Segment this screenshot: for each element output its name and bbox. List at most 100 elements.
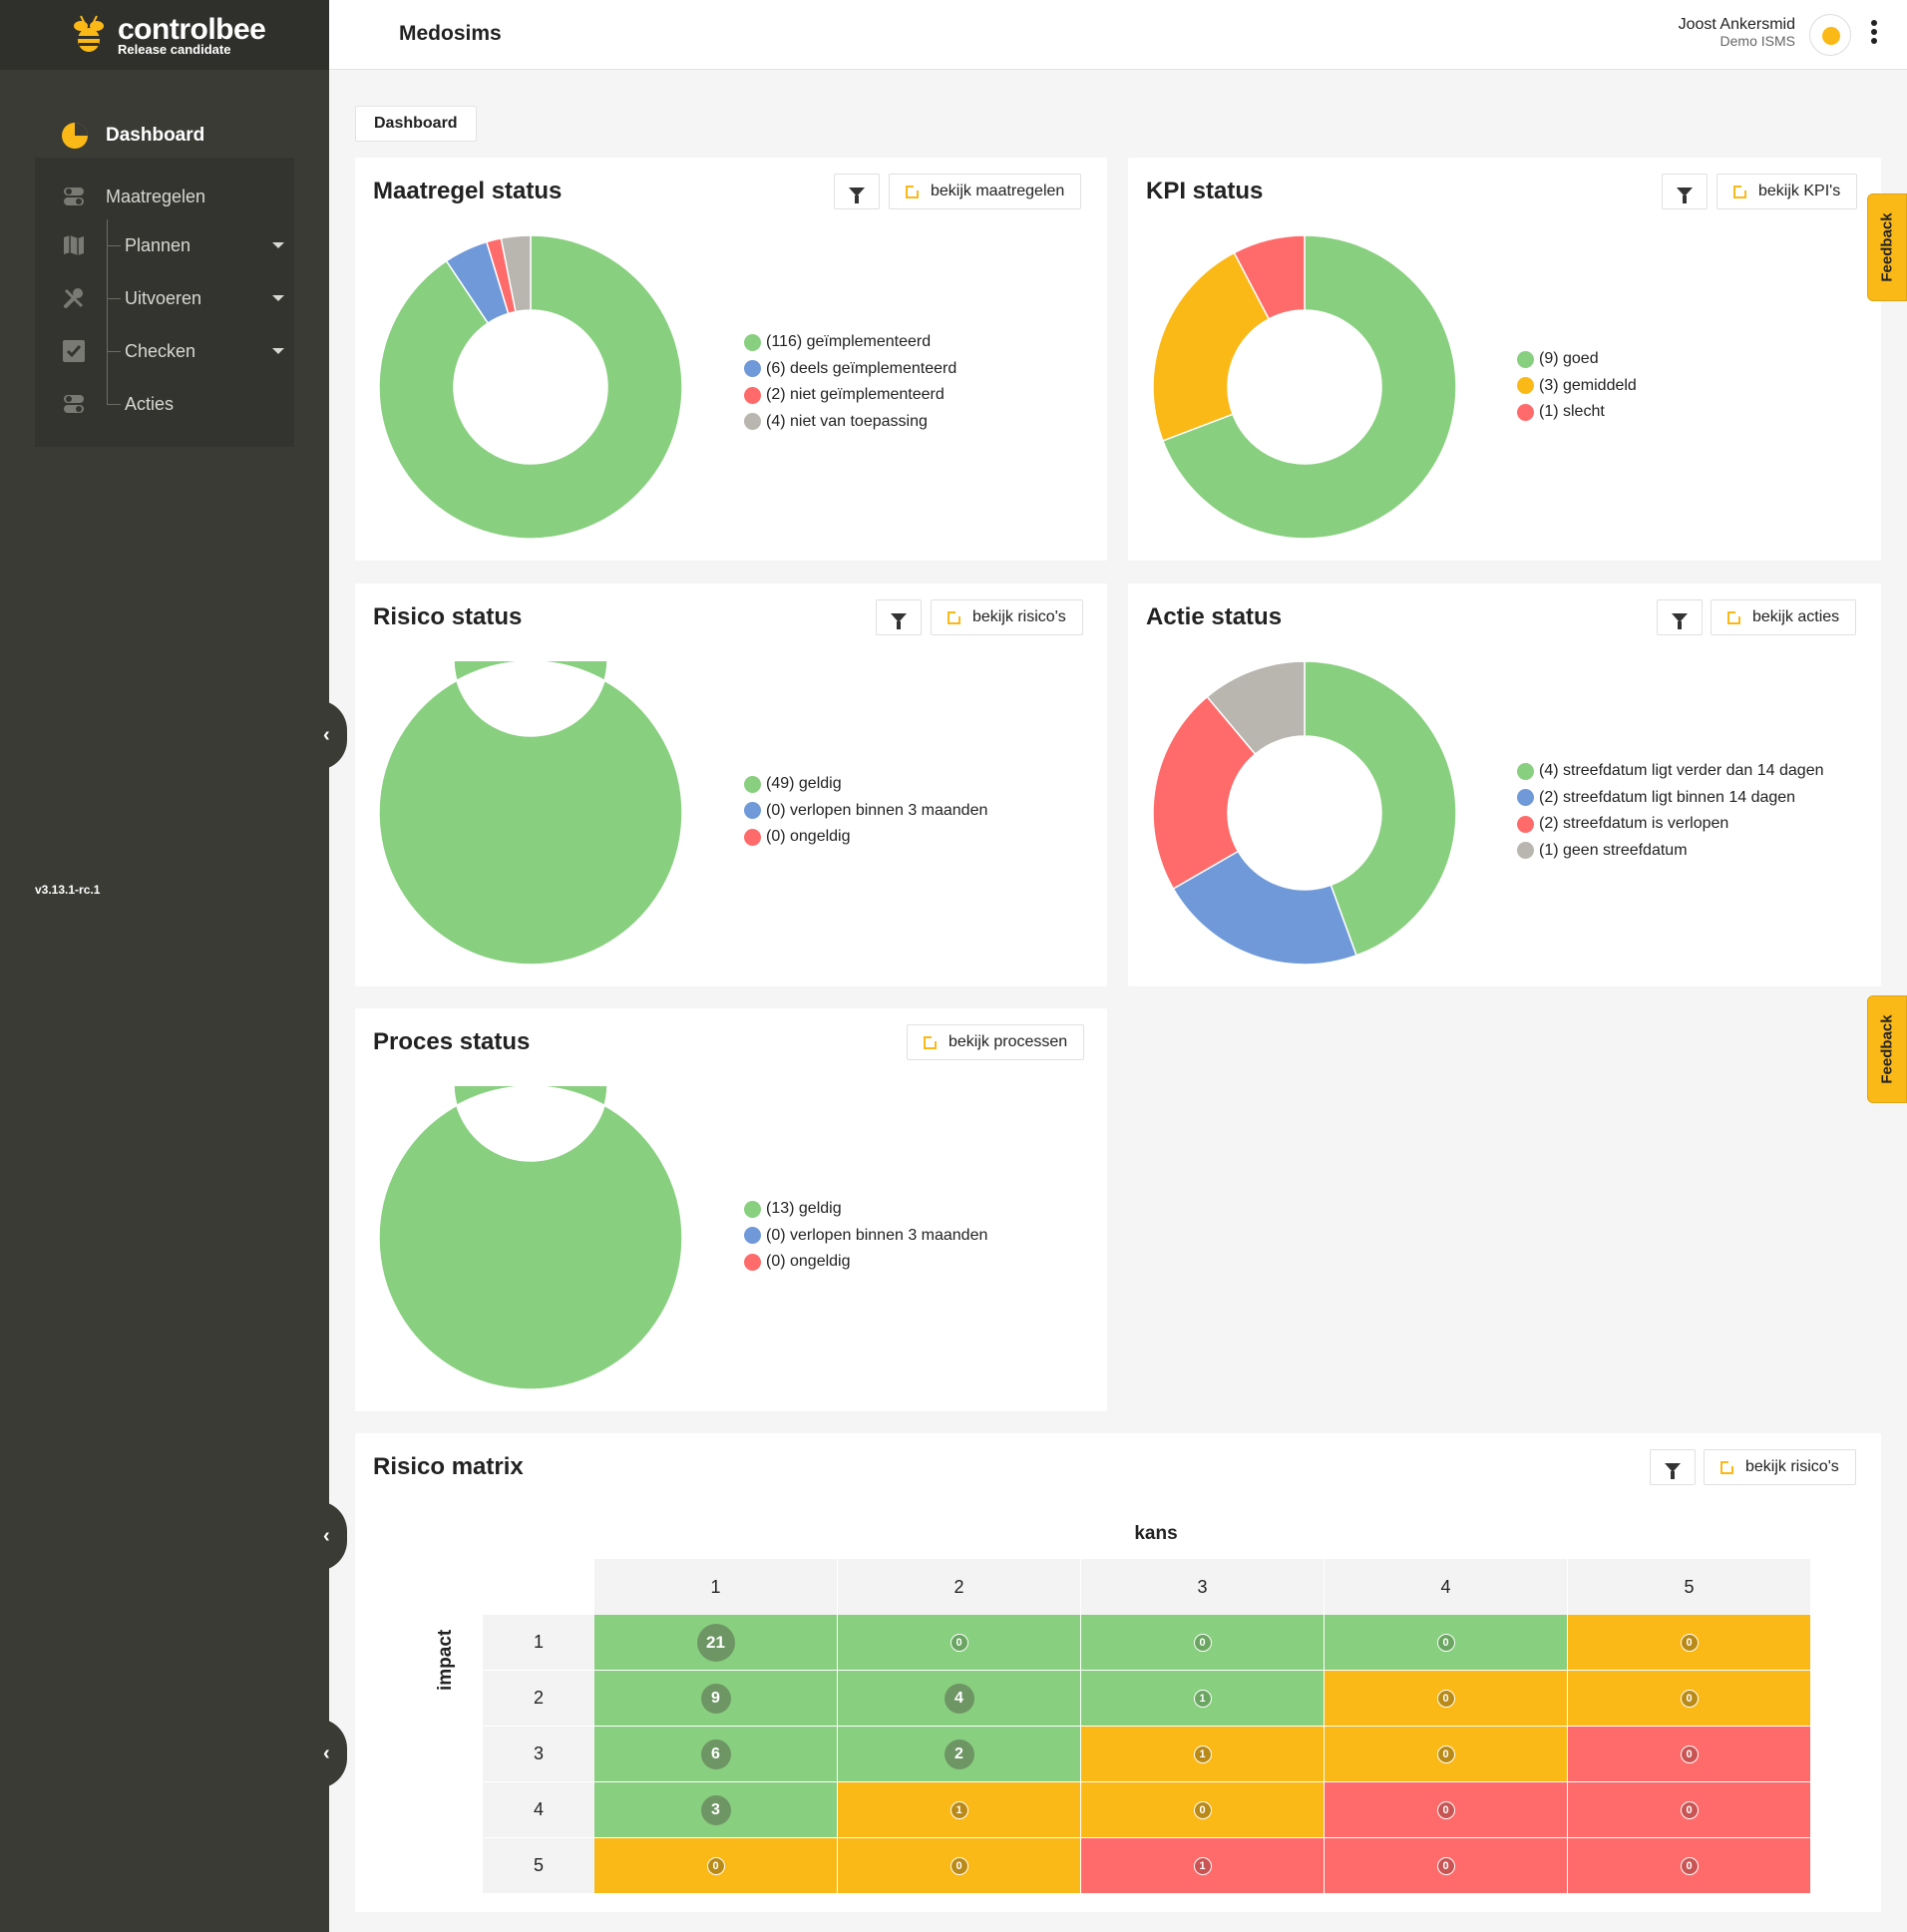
matrix-count-badge[interactable]: 0 [1436,1744,1455,1763]
matrix-count-badge[interactable]: 0 [1436,1800,1455,1819]
donut-slice-geldig[interactable] [379,1086,682,1389]
matrix-cell[interactable]: 9 [594,1671,838,1727]
legend-item[interactable]: (6) deels geïmplementeerd [744,356,956,383]
donut-slice-slecht[interactable] [1233,235,1306,320]
matrix-cell[interactable]: 3 [594,1782,838,1838]
view-maatregelen-button[interactable]: bekijk maatregelen [889,174,1082,209]
legend-item[interactable]: (4) niet van toepassing [744,409,956,436]
matrix-count-badge[interactable]: 0 [706,1856,725,1875]
matrix-cell[interactable]: 0 [1081,1615,1325,1671]
matrix-cell[interactable]: 1 [1081,1727,1325,1782]
filter-button[interactable] [1650,1449,1696,1485]
donut-slice-geldig[interactable] [379,661,682,965]
feedback-tab[interactable]: Feedback [1867,995,1907,1103]
matrix-count-badge[interactable]: 0 [1436,1633,1455,1652]
legend-item[interactable]: (4) streefdatum ligt verder dan 14 dagen [1517,758,1824,785]
matrix-cell[interactable]: 2 [838,1727,1081,1782]
breadcrumb[interactable]: Dashboard [355,106,477,142]
matrix-count-badge[interactable]: 0 [1193,1633,1212,1652]
matrix-cell[interactable]: 0 [1325,1782,1568,1838]
view-processen-button[interactable]: bekijk processen [907,1024,1085,1060]
brand-logo[interactable]: controlbee Release candidate [0,0,329,70]
legend-item[interactable]: (3) gemiddeld [1517,373,1637,400]
view-risicos-button[interactable]: bekijk risico's [931,599,1083,635]
user-info[interactable]: Joost Ankersmid Demo ISMS [1679,16,1795,49]
legend-item[interactable]: (2) niet geïmplementeerd [744,382,956,409]
matrix-cell[interactable]: 0 [1325,1838,1568,1894]
legend-item[interactable]: (49) geldig [744,771,987,798]
donut-slice-streefdatum-ligt-binnen-14-dagen[interactable] [1172,850,1357,966]
donut-slice-streefdatum-ligt-verder-dan-14-dagen[interactable] [1304,661,1456,957]
filter-button[interactable] [1662,174,1708,209]
matrix-count-badge[interactable]: 0 [1680,1633,1699,1652]
view-risicos-button[interactable]: bekijk risico's [1704,1449,1856,1485]
matrix-cell[interactable]: 0 [1568,1671,1811,1727]
legend-item[interactable]: (116) geïmplementeerd [744,329,956,356]
matrix-count-badge[interactable]: 1 [1193,1856,1212,1875]
sidebar-item-checken[interactable]: Checken [35,329,294,373]
legend-item[interactable]: (0) verlopen binnen 3 maanden [744,1223,987,1250]
filter-button[interactable] [834,174,880,209]
donut-slice-niet-van-toepassing[interactable] [500,235,532,313]
matrix-cell[interactable]: 6 [594,1727,838,1782]
legend-item[interactable]: (1) geen streefdatum [1517,838,1824,865]
matrix-cell[interactable]: 4 [838,1671,1081,1727]
matrix-count-badge[interactable]: 21 [696,1623,735,1662]
donut-slice-streefdatum-is-verlopen[interactable] [1153,695,1257,891]
legend-item[interactable]: (9) goed [1517,346,1637,373]
legend-item[interactable]: (13) geldig [744,1196,987,1223]
sidebar-item-uitvoeren[interactable]: Uitvoeren [35,276,294,320]
donut-slice-geen-streefdatum[interactable] [1206,661,1306,756]
matrix-count-badge[interactable]: 0 [1680,1689,1699,1708]
sidebar-item-maatregelen[interactable]: Maatregelen [35,175,294,218]
matrix-cell[interactable]: 0 [1568,1727,1811,1782]
matrix-cell[interactable]: 0 [1568,1838,1811,1894]
matrix-count-badge[interactable]: 1 [950,1800,968,1819]
matrix-count-badge[interactable]: 0 [1680,1856,1699,1875]
donut-slice-gemiddeld[interactable] [1153,251,1271,442]
matrix-count-badge[interactable]: 1 [1193,1744,1212,1763]
matrix-cell[interactable]: 0 [594,1838,838,1894]
matrix-count-badge[interactable]: 3 [700,1794,731,1825]
view-kpis-button[interactable]: bekijk KPI's [1716,174,1858,209]
matrix-cell[interactable]: 0 [838,1838,1081,1894]
matrix-count-badge[interactable]: 1 [1193,1689,1212,1708]
legend-item[interactable]: (1) slecht [1517,399,1637,426]
matrix-cell[interactable]: 1 [1081,1838,1325,1894]
matrix-cell[interactable]: 0 [1081,1782,1325,1838]
matrix-cell[interactable]: 0 [838,1615,1081,1671]
matrix-count-badge[interactable]: 0 [1193,1800,1212,1819]
matrix-cell[interactable]: 0 [1325,1671,1568,1727]
legend-item[interactable]: (0) ongeldig [744,824,987,851]
matrix-count-badge[interactable]: 0 [1680,1800,1699,1819]
matrix-count-badge[interactable]: 0 [1436,1689,1455,1708]
avatar[interactable] [1809,14,1851,56]
matrix-count-badge[interactable]: 0 [1680,1744,1699,1763]
matrix-cell[interactable]: 1 [838,1782,1081,1838]
matrix-cell[interactable]: 21 [594,1615,838,1671]
sidebar-collapse-toggle[interactable]: ‹ [317,700,347,770]
matrix-cell[interactable]: 1 [1081,1671,1325,1727]
legend-item[interactable]: (0) ongeldig [744,1249,987,1276]
matrix-count-badge[interactable]: 0 [1436,1856,1455,1875]
sidebar-collapse-toggle[interactable]: ‹ [317,1501,347,1571]
matrix-cell[interactable]: 0 [1325,1615,1568,1671]
matrix-count-badge[interactable]: 2 [944,1739,974,1769]
sidebar-collapse-toggle[interactable]: ‹ [317,1719,347,1788]
matrix-count-badge[interactable]: 4 [944,1683,974,1714]
filter-button[interactable] [876,599,922,635]
legend-item[interactable]: (0) verlopen binnen 3 maanden [744,798,987,825]
feedback-tab[interactable]: Feedback [1867,193,1907,301]
sidebar-item-acties[interactable]: Acties [35,382,294,426]
more-menu-icon[interactable] [1871,20,1879,50]
matrix-count-badge[interactable]: 9 [700,1683,731,1714]
donut-slice-geïmplementeerd[interactable] [379,235,682,539]
matrix-count-badge[interactable]: 0 [950,1633,968,1652]
view-acties-button[interactable]: bekijk acties [1711,599,1857,635]
matrix-cell[interactable]: 0 [1568,1782,1811,1838]
matrix-count-badge[interactable]: 6 [700,1739,731,1769]
legend-item[interactable]: (2) streefdatum is verlopen [1517,811,1824,838]
legend-item[interactable]: (2) streefdatum ligt binnen 14 dagen [1517,785,1824,812]
matrix-cell[interactable]: 0 [1568,1615,1811,1671]
donut-slice-goed[interactable] [1161,235,1456,539]
